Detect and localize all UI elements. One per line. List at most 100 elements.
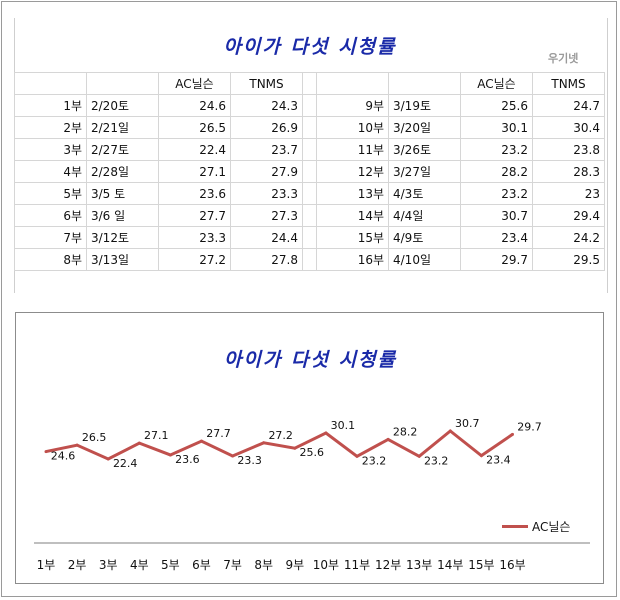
page-title: 아이가 다섯 시청률: [223, 36, 397, 58]
date-cell: 3/27일: [388, 160, 461, 183]
data-label: 28.2: [393, 425, 418, 438]
tnms-cell: 27.9: [230, 160, 303, 183]
ac-nielsen-cell: 27.7: [158, 204, 231, 227]
episode-cell: 14부: [316, 204, 389, 227]
tnms-cell: 24.4: [230, 226, 303, 249]
ac-nielsen-cell: 22.4: [158, 138, 231, 161]
tnms-cell: 26.9: [230, 116, 303, 139]
x-tick-label: 10부: [313, 558, 339, 572]
data-label: 22.4: [113, 457, 138, 470]
ratings-table: AC닐슨 TNMS AC닐슨 TNMS 1부 2/20토 24.6 24.3 9부 3/19토 25…: [14, 72, 605, 271]
tnms-cell: 24.3: [230, 94, 303, 117]
tnms-cell: 23.7: [230, 138, 303, 161]
date-cell: 3/12토: [86, 226, 159, 249]
data-point: [355, 454, 359, 458]
episode-cell: 1부: [14, 94, 87, 117]
episode-cell: 3부: [14, 138, 87, 161]
episode-cell: 5부: [14, 182, 87, 205]
tnms-cell: 29.5: [532, 248, 605, 271]
spacer-cell: [302, 160, 317, 183]
date-cell: 4/4일: [388, 204, 461, 227]
date-cell: 3/13일: [86, 248, 159, 271]
date-cell: 2/20토: [86, 94, 159, 117]
tnms-cell: 27.8: [230, 248, 303, 271]
data-label: 30.1: [331, 419, 356, 432]
date-cell: 2/28일: [86, 160, 159, 183]
x-tick-label: 4부: [130, 558, 149, 572]
data-point: [511, 432, 514, 436]
data-point: [44, 450, 48, 454]
data-point: [293, 446, 297, 450]
ac-nielsen-cell: 27.2: [158, 248, 231, 271]
table-header-row: AC닐슨 TNMS AC닐슨 TNMS: [14, 72, 605, 95]
spacer-cell: [302, 204, 317, 227]
data-label: 27.1: [144, 429, 169, 442]
spacer-cell: [302, 226, 317, 249]
data-point: [75, 443, 79, 447]
ac-nielsen-cell: 23.3: [158, 226, 231, 249]
chart-legend: AC닐슨: [502, 518, 570, 535]
x-tick-label: 8부: [254, 558, 273, 572]
spacer-cell: [302, 182, 317, 205]
data-point: [200, 439, 203, 443]
ac-nielsen-cell: 30.7: [460, 204, 533, 227]
chart-container: 아이가 다섯 시청률 24.6 26.5 22.4 27.1 23.6 27.7 23.3 2…: [15, 312, 604, 584]
episode-cell: 16부: [316, 248, 389, 271]
header-cell: [388, 72, 461, 95]
episode-cell: 15부: [316, 226, 389, 249]
date-cell: 3/20일: [388, 116, 461, 139]
episode-cell: 13부: [316, 182, 389, 205]
x-tick-label: 5부: [161, 558, 180, 572]
spacer-cell: [302, 248, 317, 271]
data-point: [231, 454, 235, 458]
date-cell: 4/10일: [388, 248, 461, 271]
tnms-cell: 24.2: [532, 226, 605, 249]
table-row: 2부 2/21일 26.5 26.9 10부 3/20일 30.1 30.4: [14, 116, 605, 139]
date-cell: 2/27토: [86, 138, 159, 161]
spacer-cell: [302, 72, 317, 95]
legend-swatch: [502, 525, 528, 528]
x-tick-label: 9부: [285, 558, 304, 572]
ac-nielsen-cell: 23.2: [460, 182, 533, 205]
x-tick-label: 14부: [437, 558, 463, 572]
x-tick-label: 15부: [468, 558, 494, 572]
tnms-cell: 27.3: [230, 204, 303, 227]
ac-nielsen-cell: 28.2: [460, 160, 533, 183]
x-tick-label: 6부: [192, 558, 211, 572]
data-point: [448, 429, 452, 433]
table-row: 1부 2/20토 24.6 24.3 9부 3/19토 25.6 24.7: [14, 94, 605, 117]
episode-cell: 8부: [14, 248, 87, 271]
x-tick-label: 3부: [99, 558, 118, 572]
x-tick-label: 1부: [37, 558, 56, 572]
ac-nielsen-cell: 26.5: [158, 116, 231, 139]
header-cell: TNMS: [532, 72, 605, 95]
x-tick-label: 11부: [344, 558, 370, 572]
tnms-cell: 23: [532, 182, 605, 205]
data-point: [106, 457, 110, 461]
x-tick-label: 13부: [406, 558, 432, 572]
data-label: 23.4: [486, 454, 511, 467]
episode-cell: 11부: [316, 138, 389, 161]
date-cell: 4/9토: [388, 226, 461, 249]
episode-cell: 9부: [316, 94, 389, 117]
tnms-cell: 29.4: [532, 204, 605, 227]
ac-nielsen-cell: 29.7: [460, 248, 533, 271]
watermark: 우기넷: [548, 52, 579, 65]
data-point: [386, 437, 390, 441]
episode-cell: 12부: [316, 160, 389, 183]
table-row: 7부 3/12토 23.3 24.4 15부 4/9토 23.4 24.2: [14, 226, 605, 249]
episode-cell: 2부: [14, 116, 87, 139]
ac-nielsen-cell: 23.6: [158, 182, 231, 205]
date-cell: 2/21일: [86, 116, 159, 139]
header-cell: [14, 72, 87, 95]
spacer-cell: [302, 94, 317, 117]
table-row: 8부 3/13일 27.2 27.8 16부 4/10일 29.7 29.5: [14, 248, 605, 271]
episode-cell: 6부: [14, 204, 87, 227]
line-chart: 24.6 26.5 22.4 27.1 23.6 27.7 23.3 27.2 25.6 30.1…: [34, 417, 590, 572]
data-label: 23.3: [237, 454, 262, 467]
data-point: [262, 441, 266, 445]
episode-cell: 10부: [316, 116, 389, 139]
ac-nielsen-cell: 23.4: [460, 226, 533, 249]
tnms-cell: 23.3: [230, 182, 303, 205]
ac-nielsen-cell: 25.6: [460, 94, 533, 117]
